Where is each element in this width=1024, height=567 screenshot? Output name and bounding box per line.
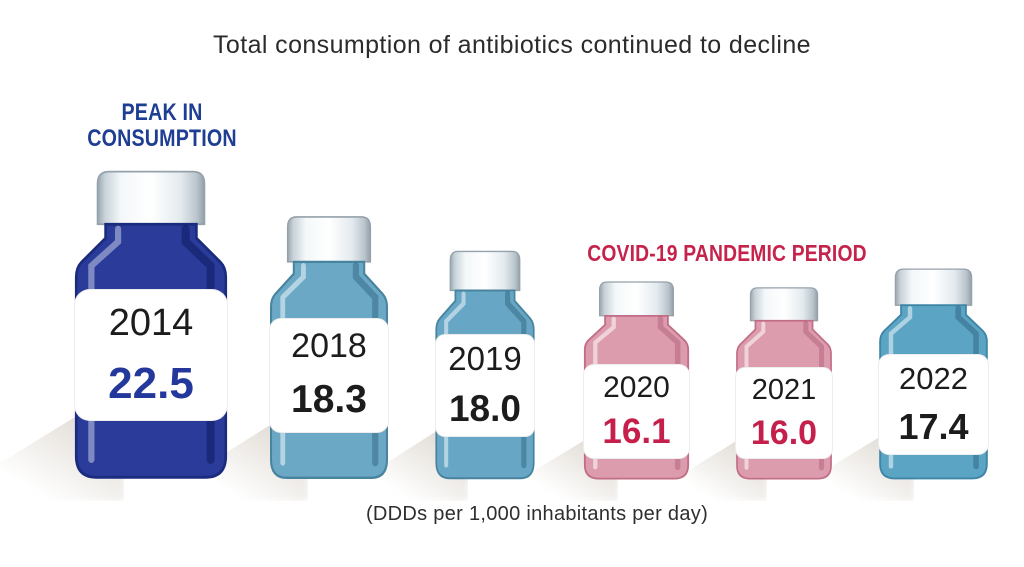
bottle-2014: 2014 22.5 <box>62 167 240 481</box>
year-text: 2021 <box>751 373 817 406</box>
bottle-cap <box>894 268 973 306</box>
value-text: 18.3 <box>291 378 367 421</box>
value-text: 17.4 <box>898 406 969 448</box>
chart-title: Total consumption of antibiotics continu… <box>213 31 811 59</box>
bottle-cap <box>96 170 206 226</box>
year-text: 2020 <box>603 370 670 404</box>
bottle-cap <box>749 287 819 322</box>
value-text: 16.1 <box>602 412 671 452</box>
bottle-2019: 2019 18.0 <box>427 248 543 481</box>
peak-annotation-line1: PEAK IN <box>121 99 203 126</box>
bottle-label: 2022 17.4 <box>878 354 989 456</box>
value-text: 16.0 <box>750 414 818 453</box>
bottle-cap <box>449 250 521 292</box>
bottle-label: 2020 16.1 <box>582 363 690 459</box>
year-text: 2022 <box>899 361 968 397</box>
bottle-label: 2019 18.0 <box>434 334 536 437</box>
bottle-2021: 2021 16.0 <box>728 285 840 481</box>
bottle-label: 2021 16.0 <box>735 367 833 460</box>
bottle-label: 2018 18.3 <box>268 317 390 433</box>
year-text: 2018 <box>291 327 367 366</box>
covid-annotation: COVID-19 PANDEMIC PERIOD <box>587 240 867 266</box>
bottle-label: 2014 22.5 <box>73 289 229 422</box>
value-text: 18.0 <box>448 387 521 429</box>
peak-annotation-line2: CONSUMPTION <box>87 125 237 153</box>
bottle-2020: 2020 16.1 <box>575 279 698 481</box>
year-text: 2019 <box>448 340 522 378</box>
year-text: 2014 <box>108 301 194 344</box>
bottle-cap <box>286 216 372 263</box>
bottle-cap <box>598 281 675 317</box>
value-text: 22.5 <box>108 358 194 408</box>
bottle-2018: 2018 18.3 <box>260 213 398 481</box>
bottle-2022: 2022 17.4 <box>870 266 997 481</box>
peak-annotation: PEAK IN CONSUMPTION <box>47 99 277 153</box>
unit-note: (DDDs per 1,000 inhabitants per day) <box>365 503 709 525</box>
